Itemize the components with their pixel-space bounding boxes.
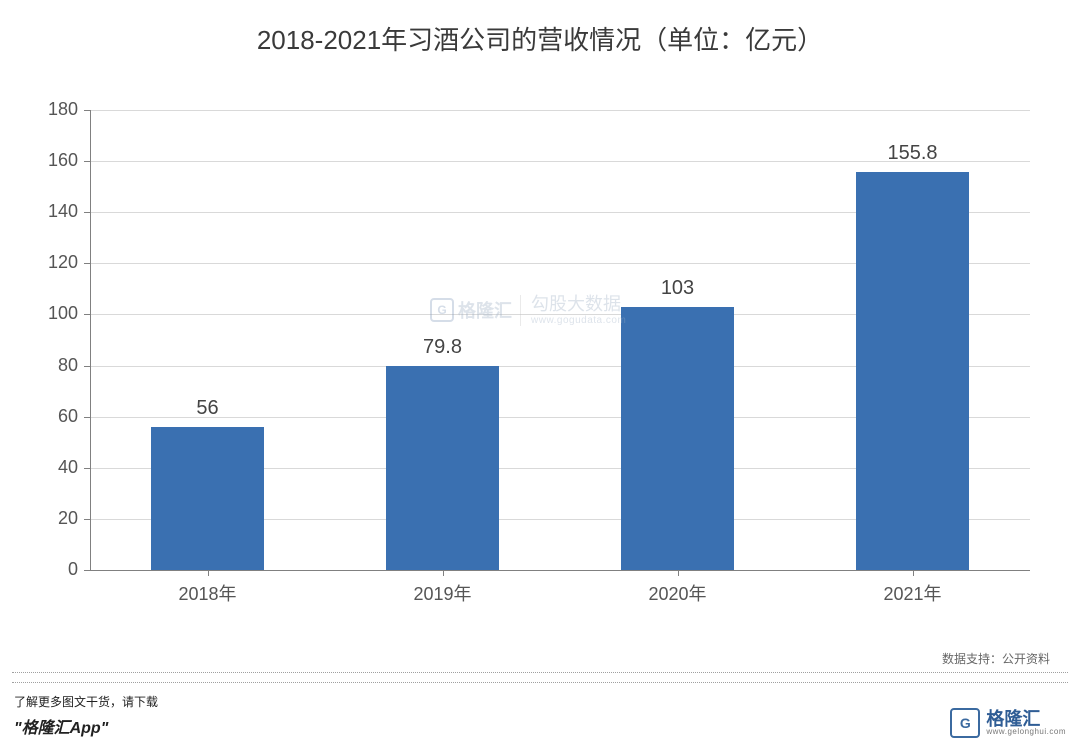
bar — [856, 172, 969, 570]
y-tick-label: 0 — [30, 559, 78, 580]
y-tick-label: 100 — [30, 303, 78, 324]
y-tick-label: 180 — [30, 99, 78, 120]
bar — [386, 366, 499, 570]
divider-dots-2 — [12, 682, 1068, 683]
brand-logo-icon: G — [950, 708, 980, 738]
brand-sub-url: www.gelonghui.com — [986, 728, 1066, 736]
bar-value-label: 79.8 — [383, 336, 503, 359]
y-tick-label: 140 — [30, 201, 78, 222]
footer-left-line2: "格隆汇App" — [14, 714, 158, 738]
brand-name: 格隆汇 www.gelonghui.com — [986, 710, 1066, 736]
y-tick-label: 20 — [30, 508, 78, 529]
gridline — [90, 110, 1030, 111]
chart-plot-area: 020406080100120140160180562018年79.82019年… — [90, 110, 1030, 570]
footer-right-brand: G 格隆汇 www.gelonghui.com — [950, 708, 1066, 738]
footer-left: 了解更多图文干货，请下载 "格隆汇App" — [14, 693, 158, 738]
footer-left-line1: 了解更多图文干货，请下载 — [14, 693, 158, 710]
bar — [151, 427, 264, 570]
x-tick-mark — [208, 570, 209, 576]
y-tick-label: 40 — [30, 457, 78, 478]
y-axis-line — [90, 110, 91, 570]
x-tick-mark — [678, 570, 679, 576]
plot-region: 020406080100120140160180562018年79.82019年… — [90, 110, 1030, 570]
data-support-label: 数据支持：公开资料 — [942, 650, 1050, 667]
bar-value-label: 103 — [618, 277, 738, 300]
bar-value-label: 56 — [148, 397, 268, 420]
divider-dots-1 — [12, 672, 1068, 673]
y-tick-label: 80 — [30, 355, 78, 376]
brand-name-text: 格隆汇 — [986, 710, 1066, 728]
y-tick-label: 160 — [30, 150, 78, 171]
y-tick-label: 120 — [30, 252, 78, 273]
y-tick-label: 60 — [30, 406, 78, 427]
x-tick-label: 2020年 — [618, 580, 738, 606]
x-tick-mark — [913, 570, 914, 576]
x-tick-label: 2018年 — [148, 580, 268, 606]
x-axis-line — [90, 570, 1030, 571]
x-tick-mark — [443, 570, 444, 576]
x-tick-label: 2019年 — [383, 580, 503, 606]
x-tick-label: 2021年 — [853, 580, 973, 606]
page-root: 2018-2021年习酒公司的营收情况（单位：亿元） 0204060801001… — [0, 0, 1080, 748]
bar — [621, 307, 734, 570]
bar-value-label: 155.8 — [853, 142, 973, 165]
footer: 了解更多图文干货，请下载 "格隆汇App" G 格隆汇 www.gelonghu… — [0, 693, 1080, 748]
chart-title: 2018-2021年习酒公司的营收情况（单位：亿元） — [0, 20, 1080, 57]
